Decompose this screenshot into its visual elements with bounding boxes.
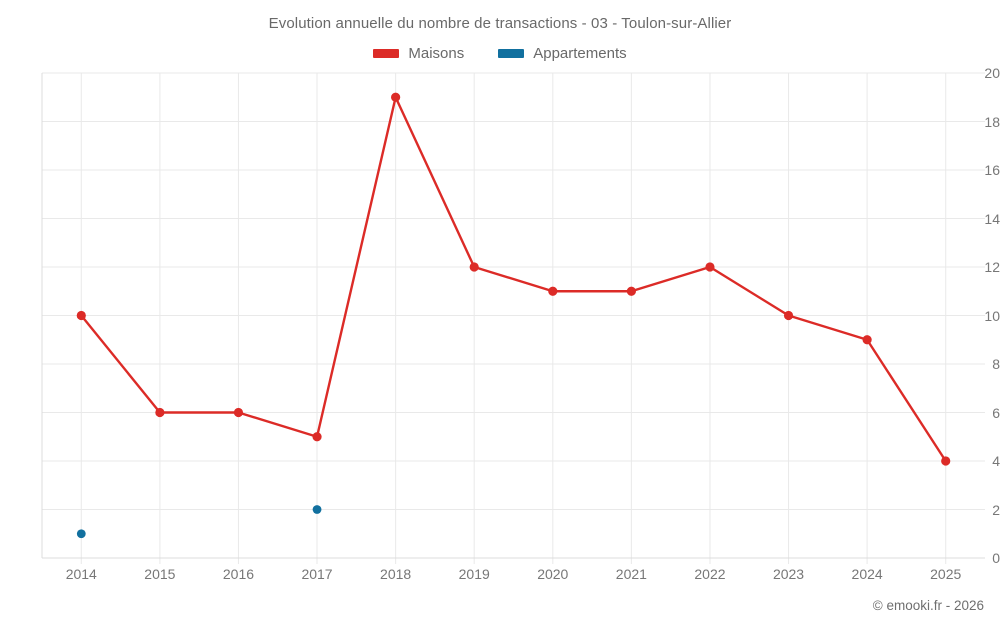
x-tick-label: 2014 bbox=[65, 566, 97, 582]
x-tick-label: 2020 bbox=[537, 566, 569, 582]
legend-swatch-appartements bbox=[498, 49, 525, 58]
chart-legend: Maisons Appartements bbox=[0, 45, 1000, 62]
x-tick-label: 2022 bbox=[694, 566, 726, 582]
y-tick-label: 0 bbox=[992, 550, 1000, 566]
x-tick-label: 2025 bbox=[930, 566, 962, 582]
axis-lines bbox=[41, 73, 985, 559]
y-tick-label: 18 bbox=[984, 113, 1000, 130]
series-lines bbox=[80, 96, 947, 463]
data-point[interactable] bbox=[155, 407, 165, 418]
y-tick-label: 4 bbox=[992, 453, 1000, 469]
footer-credit: © emooki.fr - 2026 bbox=[872, 598, 984, 613]
series-points bbox=[76, 92, 951, 539]
legend-label-appartements: Appartements bbox=[533, 45, 627, 62]
data-point[interactable] bbox=[783, 310, 794, 321]
legend-label-maisons: Maisons bbox=[408, 45, 465, 62]
y-tick-label: 20 bbox=[984, 65, 1000, 81]
data-point[interactable] bbox=[548, 286, 558, 296]
page-title: Evolution annuelle du nombre de transact… bbox=[268, 15, 732, 32]
y-gridlines bbox=[42, 72, 985, 559]
data-point[interactable] bbox=[862, 335, 872, 345]
y-tick-label: 2 bbox=[992, 501, 1000, 518]
data-point[interactable] bbox=[233, 407, 244, 418]
legend-item-maisons[interactable]: Maisons bbox=[373, 45, 464, 62]
y-tick-label: 12 bbox=[984, 259, 1000, 275]
y-tick-label: 14 bbox=[984, 210, 1000, 227]
data-point[interactable] bbox=[391, 92, 401, 102]
data-point[interactable] bbox=[312, 505, 322, 514]
legend-swatch-maisons bbox=[373, 49, 400, 58]
data-point[interactable] bbox=[76, 529, 86, 539]
y-tick-label: 10 bbox=[984, 307, 1000, 324]
legend-item-appartements[interactable]: Appartements bbox=[498, 45, 627, 62]
y-tick-label: 16 bbox=[984, 162, 1000, 178]
x-tick-label: 2019 bbox=[458, 566, 490, 582]
x-tick-label: 2023 bbox=[772, 566, 805, 582]
data-point[interactable] bbox=[626, 286, 636, 296]
x-tick-label: 2017 bbox=[301, 566, 333, 582]
x-tick-label: 2016 bbox=[222, 566, 255, 582]
x-tick-label: 2018 bbox=[380, 566, 412, 582]
data-point[interactable] bbox=[469, 262, 479, 272]
series-line-maisons bbox=[80, 96, 947, 463]
x-tick-label: 2015 bbox=[144, 566, 176, 582]
x-tick-label: 2021 bbox=[615, 566, 647, 582]
data-point[interactable] bbox=[312, 432, 322, 442]
y-tick-label: 6 bbox=[992, 404, 1000, 421]
data-point[interactable] bbox=[76, 310, 86, 321]
x-tick-label: 2024 bbox=[851, 566, 883, 582]
data-point[interactable] bbox=[705, 262, 715, 272]
y-tick-label: 8 bbox=[992, 356, 1000, 372]
x-gridlines bbox=[80, 73, 947, 564]
data-point[interactable] bbox=[941, 456, 951, 466]
